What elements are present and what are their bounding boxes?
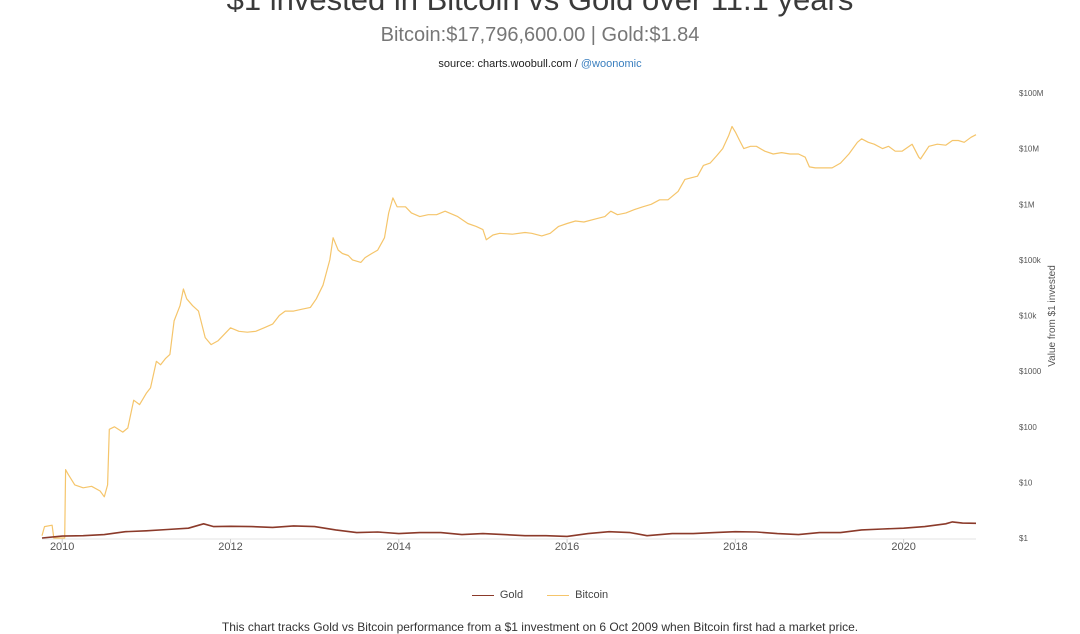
legend-label-gold: Gold	[499, 589, 524, 601]
legend-item-gold[interactable]: Gold	[471, 589, 524, 601]
legend-label-bitcoin: Bitcoin	[575, 589, 609, 601]
x-tick-label: 2010	[50, 541, 74, 553]
chart-title: $1 invested in Bitcoin vs Gold over 11.1…	[0, 0, 1080, 18]
series-line-bitcoin	[41, 125, 977, 539]
y-tick-label: $10	[1019, 478, 1033, 487]
y-tick-label: $100k	[1019, 256, 1042, 265]
x-tick-label: 2020	[891, 541, 915, 553]
source-link[interactable]: @woonomic	[580, 58, 642, 70]
y-axis-title: Value from $1 invested	[1047, 265, 1058, 367]
y-tick-label: $100	[1019, 423, 1037, 432]
y-tick-label: $10k	[1019, 312, 1037, 321]
series-line-gold	[41, 521, 977, 539]
y-tick-label: $1000	[1019, 367, 1042, 376]
y-axis: $1 $10 $100 $1000 $10k $100k $1M $10M $100M	[1019, 89, 1044, 543]
series-lines	[41, 125, 977, 539]
legend-swatch-gold	[471, 594, 494, 596]
footnote: This chart tracks Gold vs Bitcoin perfor…	[221, 620, 859, 634]
legend-swatch-bitcoin	[547, 594, 570, 596]
chart-svg: $1 $10 $100 $1000 $10k $100k $1M $10M $100M 2010…	[41, 89, 1058, 553]
x-tick-label: 2012	[218, 541, 242, 553]
y-tick-label: $10M	[1019, 145, 1039, 154]
source-line: source: charts.woobull.com / @woonomic	[0, 57, 1080, 71]
x-tick-label: 2018	[723, 541, 747, 553]
x-tick-label: 2014	[387, 541, 411, 553]
legend: Gold Bitcoin	[0, 589, 1080, 601]
legend-item-bitcoin[interactable]: Bitcoin	[547, 589, 608, 601]
source-prefix: source: charts.woobull.com /	[438, 58, 581, 70]
y-tick-label: $1M	[1019, 200, 1035, 209]
x-axis: 2010 2012 2014 2016 2018 2020	[42, 538, 976, 553]
y-tick-label: $100M	[1019, 89, 1044, 98]
chart-subtitle: Bitcoin:$17,796,600.00 | Gold:$1.84	[380, 24, 700, 46]
y-tick-label: $1	[1019, 534, 1028, 543]
x-tick-label: 2016	[555, 541, 579, 553]
